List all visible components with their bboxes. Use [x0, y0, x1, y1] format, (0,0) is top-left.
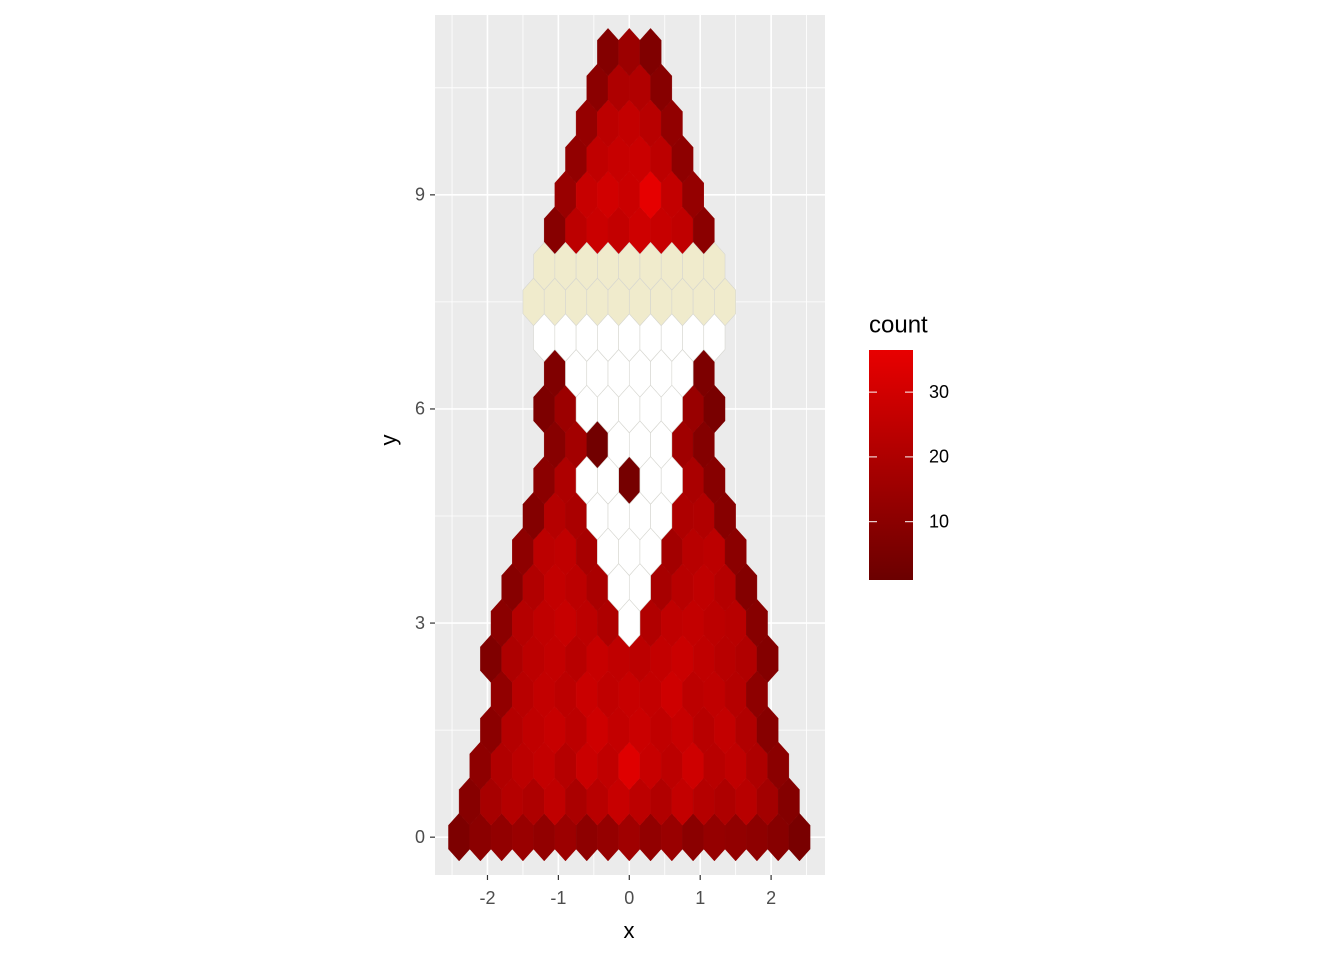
y-tick-label: 3 [415, 613, 425, 633]
hex-bin [639, 28, 662, 77]
x-tick-label: 1 [695, 888, 705, 908]
y-tick-label: 0 [415, 827, 425, 847]
x-axis-title: x [624, 918, 635, 943]
legend-tick-label: 10 [929, 511, 949, 531]
y-tick-label: 9 [415, 185, 425, 205]
x-tick-label: -2 [479, 888, 495, 908]
x-tick-label: 2 [766, 888, 776, 908]
x-tick-label: -1 [550, 888, 566, 908]
x-tick-label: 0 [624, 888, 634, 908]
y-axis-title: y [376, 435, 401, 446]
legend-tick-label: 30 [929, 382, 949, 402]
legend-title: count [869, 311, 928, 338]
hex-cell [703, 241, 726, 291]
y-tick-label: 6 [415, 399, 425, 419]
colorbar [869, 350, 913, 580]
legend-tick-label: 20 [929, 447, 949, 467]
hex-layer [448, 28, 811, 862]
